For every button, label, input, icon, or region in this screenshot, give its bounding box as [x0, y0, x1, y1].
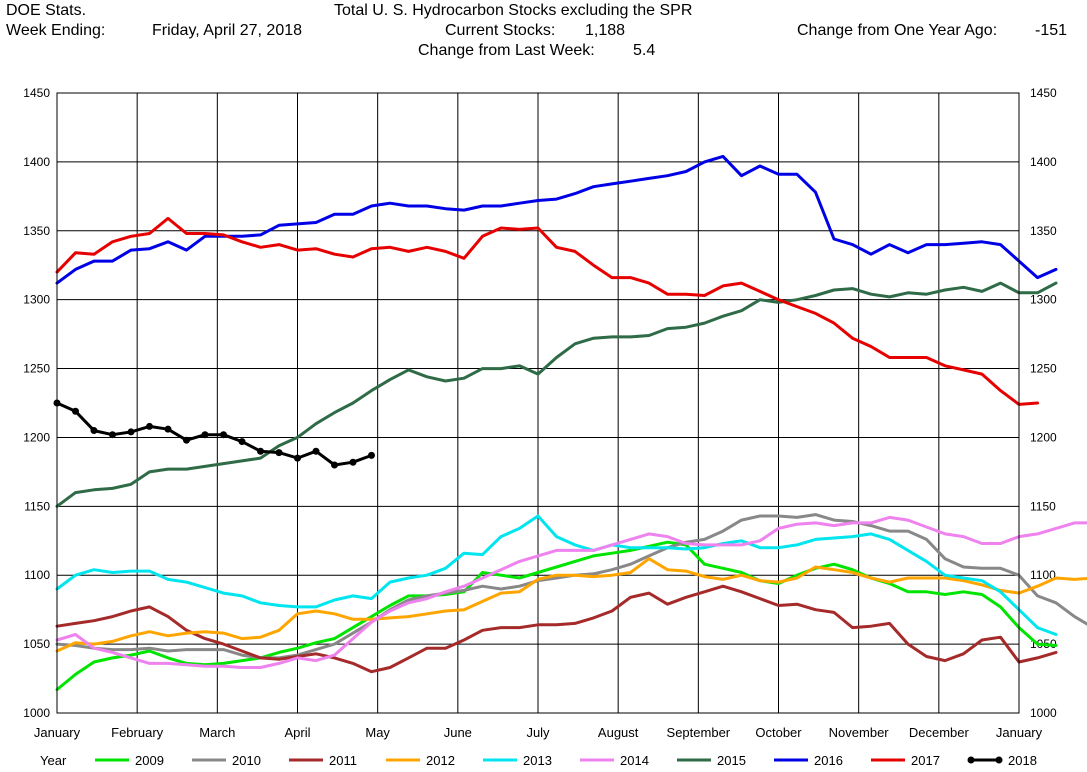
y-tick-left: 1200: [23, 430, 50, 444]
y-tick-right: 1250: [1030, 362, 1057, 376]
y-tick-right: 1400: [1030, 155, 1057, 169]
legend-title: Year: [40, 753, 67, 768]
y-tick-right: 1350: [1030, 224, 1057, 238]
y-tick-right: 1300: [1030, 293, 1057, 307]
data-point-2018: [220, 431, 227, 439]
legend-label-2016: 2016: [814, 753, 843, 768]
data-point-2018: [349, 458, 357, 466]
y-tick-left: 1250: [23, 362, 50, 376]
series-line-2016: [55, 154, 1058, 285]
data-point-2018: [90, 427, 98, 435]
x-axis-months: January February March April May June July Augu…: [34, 725, 1043, 740]
month-label: January: [34, 725, 81, 740]
series-line-2017: [55, 216, 1039, 406]
y-tick-left: 1050: [23, 637, 50, 651]
series-line-2012: [55, 557, 1087, 653]
data-point-2018: [127, 428, 135, 436]
data-point-2018: [109, 431, 116, 439]
y-tick-left: 1300: [23, 293, 50, 307]
week-change-value: 5.4: [633, 42, 656, 59]
y-tick-left: 1100: [24, 568, 50, 582]
series-line-2014: [55, 515, 1087, 669]
legend-marker-2018: [995, 756, 1003, 764]
month-label: October: [755, 725, 802, 740]
month-label: April: [284, 725, 310, 740]
series-line-2011: [55, 584, 1058, 674]
current-stocks-value: 1,188: [585, 22, 626, 39]
data-point-2018: [331, 461, 338, 469]
legend-label-2010: 2010: [232, 753, 261, 768]
legend-label-2014: 2014: [620, 753, 649, 768]
data-point-2018: [164, 425, 172, 433]
y-tick-right: 1100: [1030, 568, 1056, 582]
data-point-2018: [312, 447, 320, 455]
legend-label-2013: 2013: [523, 753, 552, 768]
y-tick-right: 1150: [1030, 499, 1056, 513]
series-line-2015: [55, 281, 1058, 508]
data-point-2018: [201, 431, 209, 439]
month-label: February: [111, 725, 164, 740]
y-tick-left: 1000: [23, 706, 50, 720]
data-point-2018: [72, 407, 79, 415]
header-week-date: Friday, April 27, 2018: [152, 22, 303, 39]
legend-marker-2018: [967, 756, 975, 764]
header-org: DOE Stats.: [6, 2, 87, 19]
month-label: August: [598, 725, 639, 740]
series-line-2013: [55, 514, 1058, 636]
legend-label-2018: 2018: [1008, 753, 1037, 768]
chart-title: Total U. S. Hydrocarbon Stocks excluding…: [334, 2, 693, 19]
data-point-2018: [183, 436, 190, 444]
y-tick-right: 1450: [1030, 86, 1057, 100]
month-label: November: [829, 725, 890, 740]
y-tick-left: 1150: [24, 499, 50, 513]
y-tick-left: 1350: [23, 224, 50, 238]
data-point-2018: [238, 438, 246, 446]
plot-frame: [56, 92, 1020, 714]
legend-label-2011: 2011: [329, 753, 357, 768]
data-point-2018: [368, 451, 375, 459]
legend-label-2009: 2009: [135, 753, 164, 768]
grid: [56, 92, 1020, 714]
y-tick-left: 1400: [23, 155, 50, 169]
month-label: July: [526, 725, 550, 740]
month-label: January: [996, 725, 1043, 740]
current-stocks-label: Current Stocks:: [445, 22, 556, 39]
data-point-2018: [257, 447, 264, 455]
month-label: May: [365, 725, 390, 740]
y-tick-right: 1200: [1030, 430, 1057, 444]
y-tick-left: 1450: [23, 86, 50, 100]
legend-label-2015: 2015: [717, 753, 746, 768]
data-point-2018: [275, 449, 283, 457]
month-label: September: [667, 725, 731, 740]
series-line-2010: [55, 513, 1087, 660]
header-week-label: Week Ending:: [6, 22, 106, 39]
series-line-2018: [55, 401, 373, 467]
legend-label-2017: 2017: [911, 753, 940, 768]
month-label: June: [444, 725, 472, 740]
data-point-2018: [294, 454, 301, 462]
legend: Year 2009 2010 2011 2012 2013 2014 2015 2016 2017…: [40, 753, 1037, 768]
week-change-label: Change from Last Week:: [418, 42, 595, 59]
y-tick-right: 1000: [1030, 706, 1057, 720]
legend-label-2012: 2012: [426, 753, 455, 768]
series-lines: [53, 154, 1087, 692]
data-point-2018: [146, 422, 153, 430]
month-label: March: [199, 725, 235, 740]
year-change-value: -151: [1035, 22, 1068, 39]
month-label: December: [909, 725, 970, 740]
year-change-label: Change from One Year Ago:: [797, 22, 998, 39]
